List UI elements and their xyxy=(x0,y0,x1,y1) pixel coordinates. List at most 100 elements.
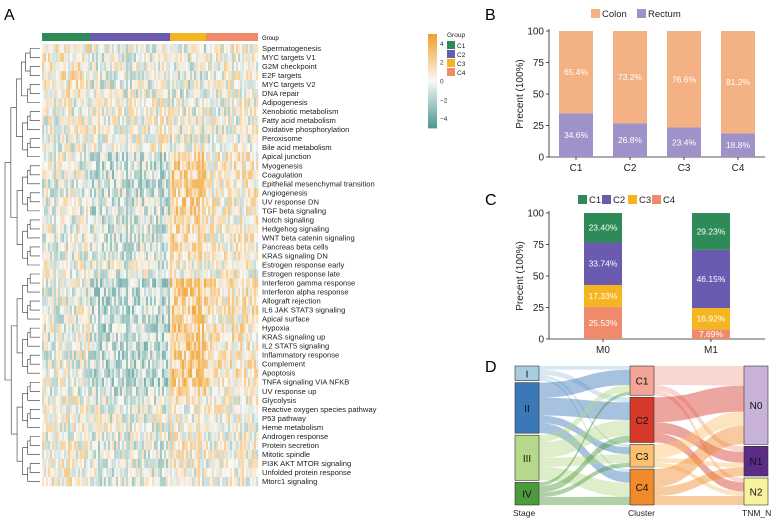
heatmap-cell xyxy=(90,422,93,433)
heatmap-cell xyxy=(114,197,117,207)
heatmap-cell xyxy=(252,179,255,189)
heatmap-cell xyxy=(98,89,101,99)
heatmap-cell xyxy=(212,152,215,162)
heatmap-cell xyxy=(46,179,49,189)
heatmap-cell xyxy=(114,188,117,198)
heatmap-cell xyxy=(224,314,227,324)
heatmap-cell xyxy=(70,215,73,225)
heatmap-cell xyxy=(98,215,101,225)
heatmap-cell xyxy=(124,440,127,451)
heatmap-cell xyxy=(188,170,191,180)
heatmap-cell xyxy=(74,62,77,72)
heatmap-cell xyxy=(252,233,255,243)
heatmap-cell xyxy=(246,368,249,379)
heatmap-cell xyxy=(120,89,123,99)
heatmap-cell xyxy=(238,323,241,333)
heatmap-cell xyxy=(136,125,139,135)
heatmap-cell xyxy=(98,71,101,81)
heatmap-cell xyxy=(228,98,231,108)
heatmap-cell xyxy=(138,134,141,144)
heatmap-cell xyxy=(134,233,137,243)
heatmap-cell xyxy=(54,197,57,207)
heatmap-cell xyxy=(178,341,181,351)
heatmap-cell xyxy=(68,125,71,135)
heatmap-cell xyxy=(132,314,135,324)
heatmap-cell xyxy=(228,287,231,297)
heatmap-cell xyxy=(188,215,191,225)
heatmap-cell xyxy=(122,305,125,315)
heatmap-cell xyxy=(176,404,179,415)
heatmap-cell xyxy=(72,368,75,379)
heatmap-cell xyxy=(170,197,173,207)
heatmap-cell xyxy=(80,71,83,81)
heatmap-cell xyxy=(52,251,55,261)
heatmap-cell xyxy=(42,161,45,171)
heatmap-cell xyxy=(246,80,249,90)
heatmap-cell xyxy=(244,125,247,135)
heatmap-cell xyxy=(50,440,53,451)
heatmap-cell xyxy=(182,53,185,63)
heatmap-cell xyxy=(232,206,235,216)
heatmap-cell xyxy=(244,143,247,153)
heatmap-cell xyxy=(116,440,119,451)
heatmap-cell xyxy=(246,314,249,324)
heatmap-cell xyxy=(186,89,189,99)
heatmap-cell xyxy=(164,413,167,424)
heatmap-cell xyxy=(226,53,229,63)
heatmap-cell xyxy=(188,305,191,315)
heatmap-cell xyxy=(218,143,221,153)
heatmap-cell xyxy=(96,188,99,198)
heatmap-cell xyxy=(240,377,243,388)
heatmap-cell xyxy=(90,377,93,388)
heatmap-cell xyxy=(222,188,225,198)
heatmap-cell xyxy=(172,116,175,126)
heatmap-cell xyxy=(122,278,125,288)
heatmap-cell xyxy=(232,413,235,424)
heatmap-cell xyxy=(244,242,247,252)
heatmap-cell xyxy=(140,413,143,424)
heatmap-cell xyxy=(110,368,113,379)
heatmap-cell xyxy=(228,116,231,126)
heatmap-cell xyxy=(138,89,141,99)
heatmap-cell xyxy=(220,287,223,297)
heatmap-cell xyxy=(174,332,177,342)
heatmap-cell xyxy=(78,71,81,81)
heatmap-cell xyxy=(206,206,209,216)
heatmap-cell xyxy=(120,305,123,315)
heatmap-cell xyxy=(150,269,153,279)
heatmap-cell xyxy=(208,206,211,216)
heatmap-cell xyxy=(104,53,107,63)
heatmap-cell xyxy=(186,170,189,180)
heatmap-cell xyxy=(166,251,169,261)
heatmap-cell xyxy=(120,98,123,108)
heatmap-cell xyxy=(214,260,217,270)
heatmap-cell xyxy=(146,188,149,198)
heatmap-cell xyxy=(138,161,141,171)
heatmap-cell xyxy=(202,170,205,180)
heatmap-cell xyxy=(66,440,69,451)
heatmap-cell xyxy=(108,170,111,180)
heatmap-cell xyxy=(138,269,141,279)
heatmap-cell xyxy=(228,71,231,81)
heatmap-cell xyxy=(48,404,51,415)
heatmap-cell xyxy=(68,44,71,54)
heatmap-cell xyxy=(82,161,85,171)
heatmap-cell xyxy=(108,53,111,63)
heatmap-cell xyxy=(46,152,49,162)
heatmap-cell xyxy=(62,80,65,90)
heatmap-cell xyxy=(252,161,255,171)
heatmap-cell xyxy=(96,386,99,397)
heatmap-cell xyxy=(144,404,147,415)
heatmap-cell xyxy=(130,413,133,424)
heatmap-cell xyxy=(198,332,201,342)
heatmap-cell xyxy=(174,287,177,297)
heatmap-cell xyxy=(98,260,101,270)
heatmap-cell xyxy=(172,296,175,306)
heatmap-cell xyxy=(78,440,81,451)
heatmap-cell xyxy=(44,116,47,126)
heatmap-cell xyxy=(180,260,183,270)
heatmap-cell xyxy=(46,296,49,306)
heatmap-cell xyxy=(70,134,73,144)
heatmap-cell xyxy=(110,422,113,433)
heatmap-cell xyxy=(208,296,211,306)
